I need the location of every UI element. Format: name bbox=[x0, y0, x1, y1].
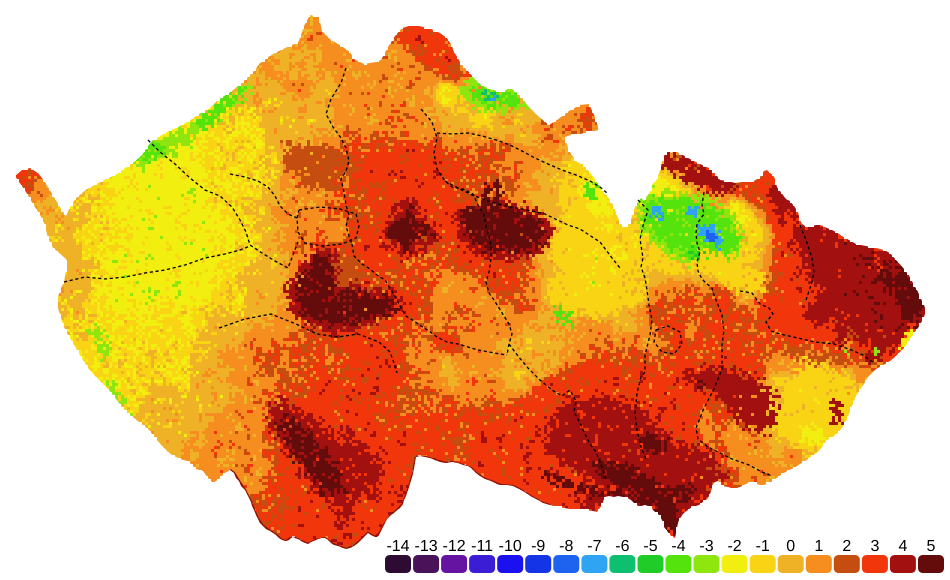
svg-text:-11: -11 bbox=[471, 538, 493, 555]
svg-text:4: 4 bbox=[898, 538, 907, 555]
svg-text:5: 5 bbox=[927, 538, 936, 555]
svg-text:-7: -7 bbox=[587, 538, 601, 555]
svg-text:2: 2 bbox=[842, 538, 851, 555]
svg-text:0: 0 bbox=[786, 538, 795, 555]
svg-text:-10: -10 bbox=[499, 538, 522, 555]
svg-text:-13: -13 bbox=[415, 538, 438, 555]
svg-text:-2: -2 bbox=[727, 538, 741, 555]
svg-text:-3: -3 bbox=[699, 538, 713, 555]
svg-text:-1: -1 bbox=[756, 538, 770, 555]
svg-text:1: 1 bbox=[814, 538, 823, 555]
svg-text:-8: -8 bbox=[559, 538, 573, 555]
svg-text:3: 3 bbox=[870, 538, 879, 555]
svg-text:-14: -14 bbox=[386, 538, 409, 555]
svg-text:-9: -9 bbox=[531, 538, 545, 555]
svg-text:-6: -6 bbox=[615, 538, 629, 555]
svg-text:-5: -5 bbox=[643, 538, 657, 555]
svg-text:-12: -12 bbox=[443, 538, 466, 555]
svg-text:-4: -4 bbox=[671, 538, 685, 555]
